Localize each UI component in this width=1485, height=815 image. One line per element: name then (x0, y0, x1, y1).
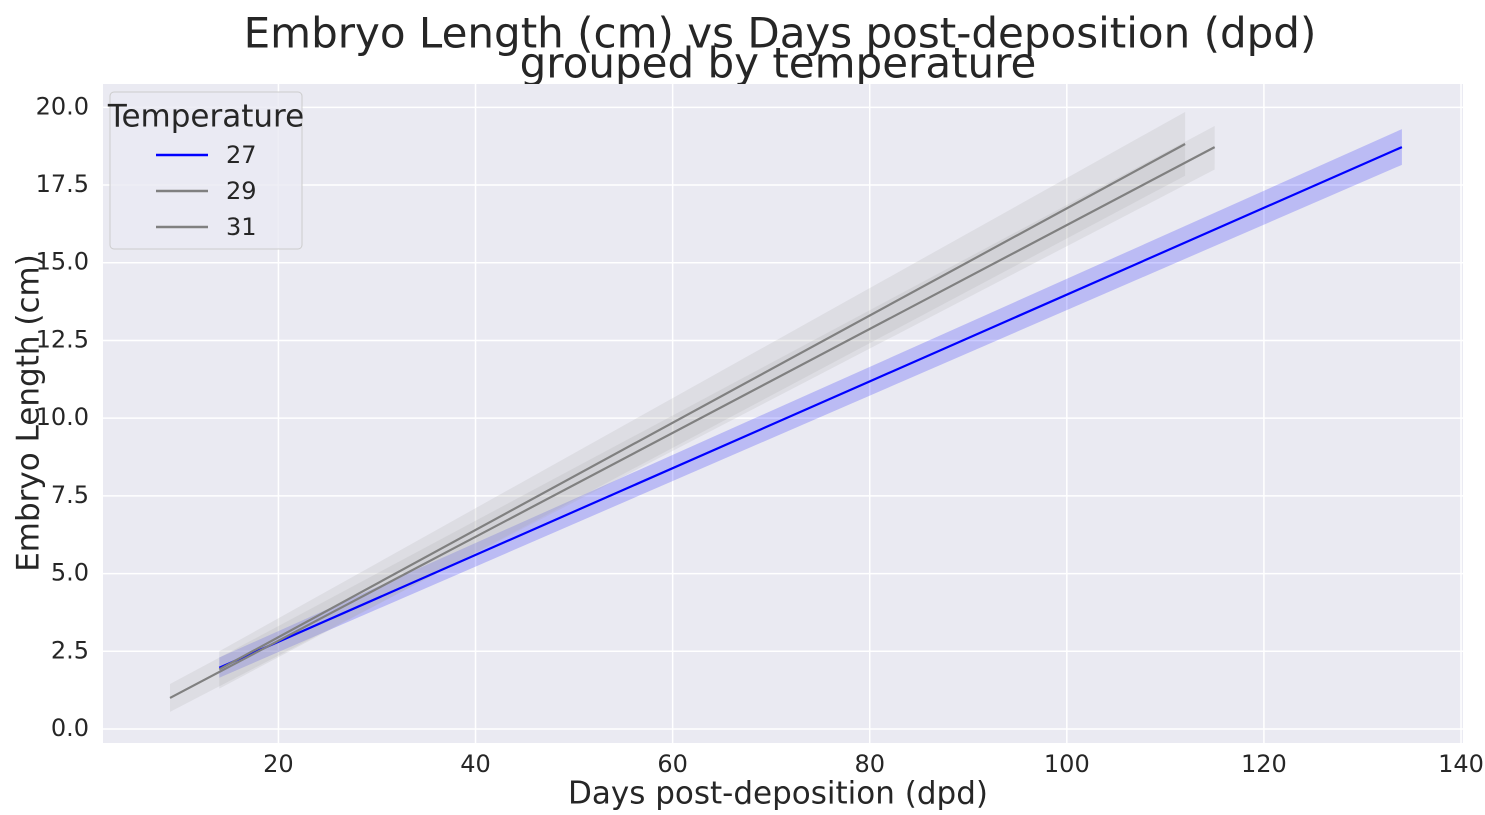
grid (103, 84, 1463, 743)
x-tick-label: 20 (263, 750, 294, 778)
legend-label-31: 31 (226, 213, 257, 241)
confidence-band-27 (219, 129, 1402, 678)
y-tick-label: 20.0 (36, 92, 89, 120)
series-line-27 (218, 146, 1403, 669)
y-tick-labels: 0.0 2.5 5.0 7.5 10.0 12.5 15.0 17.5 20.0 (36, 92, 89, 742)
legend: Temperature 27 29 31 (107, 91, 304, 250)
legend-label-29: 29 (226, 177, 257, 205)
x-tick-label: 40 (460, 750, 491, 778)
plot-area (103, 84, 1463, 743)
y-tick-label: 12.5 (36, 325, 89, 353)
chart-title-line-2: grouped by temperature (520, 39, 1037, 88)
confidence-band-31 (170, 125, 1215, 712)
y-tick-label: 2.5 (51, 636, 89, 664)
chart-title-line-1: Embryo Length (cm) vs Days post-depositi… (244, 9, 1317, 58)
y-tick-label: 15.0 (36, 248, 89, 276)
x-axis-label: Days post-deposition (dpd) (568, 776, 988, 812)
series-lines (169, 143, 1403, 699)
x-tick-label: 60 (657, 750, 688, 778)
x-tick-labels: 20 40 60 80 100 120 140 (263, 750, 1484, 778)
legend-title: Temperature (107, 99, 304, 135)
x-tick-label: 80 (854, 750, 885, 778)
series-line-29 (218, 143, 1186, 671)
legend-label-27: 27 (226, 141, 257, 169)
x-tick-label: 120 (1241, 750, 1287, 778)
y-tick-label: 17.5 (36, 170, 89, 198)
x-tick-label: 100 (1044, 750, 1090, 778)
y-axis-label: Embryo Length (cm) (11, 254, 47, 572)
y-tick-label: 7.5 (51, 481, 89, 509)
legend-frame (109, 91, 303, 250)
y-tick-label: 5.0 (51, 559, 89, 587)
series-line-31 (169, 146, 1216, 699)
y-tick-label: 10.0 (36, 403, 89, 431)
y-tick-label: 0.0 (51, 714, 89, 742)
x-tick-label: 140 (1438, 750, 1484, 778)
